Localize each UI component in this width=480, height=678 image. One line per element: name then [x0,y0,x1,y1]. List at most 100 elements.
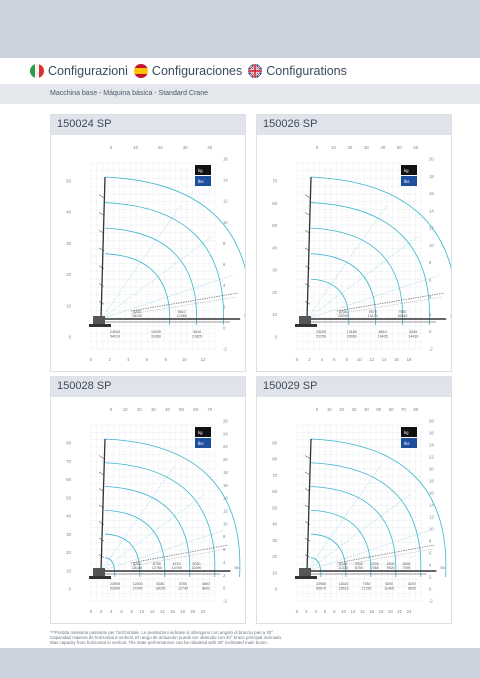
height-tick-label: 30 [272,538,277,543]
load-value-kg: 3200 [371,562,379,566]
height-tick-label: 0 [69,587,72,592]
reach-tick-label: 12 [150,609,155,614]
language-spanish: Configuraciones [133,64,243,78]
reach-tick-label: 20 [388,609,393,614]
scale-tick-label: 12 [429,226,434,231]
legend-kg-label: kg [404,168,409,173]
load-value-kg: 23900 [110,582,120,586]
load-value-kg: 24500 [110,330,120,334]
inclined-boom-chord [336,296,443,315]
reach-tick-label: 8 [164,357,167,362]
boom-segment [304,283,311,287]
language-english: Configurations [248,64,347,78]
reach-tick-label: 6 [146,357,149,362]
boom-segment [98,247,105,252]
inclined-boom-chord [130,548,227,567]
inclined-boom [130,292,239,312]
reach-tick-label: 8 [346,357,349,362]
subtitle-band [0,84,480,104]
reach-tick-label: 0 [90,609,93,614]
angle-ray [306,235,419,320]
reach-tick-label: 4 [127,357,130,362]
angle-ray [100,530,224,572]
height-tick-label: 0 [275,587,278,592]
scale-tick-label: 10 [429,527,434,532]
height-tick-label: 20 [272,554,277,559]
scale-tick-label: 2 [429,575,432,580]
scale-tick-label: 18 [429,174,434,179]
height-tick-label: 10 [272,570,277,575]
load-curve [310,227,403,326]
height-tick-label: 30 [66,532,71,537]
boom-segment [304,212,311,216]
footnote: ***Portata massima passante per l'orizzo… [50,630,450,646]
italy-flag-icon [30,64,44,78]
load-value-lbs: 18035 [155,587,165,591]
boom-segment [98,212,105,216]
scale-tick-label: 12 [223,509,228,514]
load-value-kg: 5200 [385,582,393,586]
scale-tick-label: 20 [223,457,228,462]
reach-tick-label: 10 [357,357,362,362]
angle-ray [306,275,440,320]
load-value-kg: 6710 [173,562,181,566]
angle-tick-label: 20 [137,407,142,412]
scale-tick-label: 2 [223,573,226,578]
angle-tick-label: 70 [401,407,406,412]
boom-segment [304,504,311,509]
scale-tick-label: 26 [429,431,434,436]
reach-tick-label: 6 [324,609,327,614]
boom-segment [98,488,105,492]
load-curve [104,533,141,578]
load-value-lbs: 18145 [132,566,142,570]
boom-segment [98,283,105,287]
angle-tick-label: 30 [352,407,357,412]
language-row: Configurazioni Configuraciones Configura… [0,58,480,84]
boom-segment [304,554,311,558]
crane-base [299,568,311,576]
load-value-kg: 5790 [153,562,161,566]
scale-tick-label: 16 [429,491,434,496]
height-tick-label: 60 [272,489,277,494]
height-tick-label: 50 [272,223,277,228]
scale-tick-label: 18 [223,470,228,475]
scale-tick-label: 6 [429,277,432,282]
legend-kg-swatch [401,165,417,175]
load-curve [310,278,350,326]
height-tick-label: 20 [272,290,277,295]
load-value-kg: 12400 [133,582,143,586]
reach-tick-label: 10 [182,357,187,362]
load-value-kg: 6545 [409,330,417,334]
boom-segment [304,488,311,492]
reach-tick-label: 14 [382,357,387,362]
load-curve [104,509,166,578]
load-value-kg: 5030 [193,562,201,566]
load-value-lbs: 12365 [177,314,187,318]
reach-tick-label: 8 [333,609,336,614]
card-header [51,377,245,397]
load-value-lbs: 21625 [192,335,202,339]
angle-tick-label: 20 [158,145,163,150]
load-value-lbs: 11330 [338,566,348,570]
load-value-lbs: 19290 [338,314,348,318]
legend-lbs-swatch [401,176,417,186]
load-value-lbs: 50670 [316,587,326,591]
load-curve [310,176,451,270]
angle-tick-label: 50 [376,407,381,412]
scale-tick-label: -2 [223,347,227,352]
scale-tick-label: 22 [429,455,434,460]
scale-tick-label: 14 [223,178,228,183]
load-value-kg: 22980 [316,582,326,586]
scale-tick-label: 8 [223,534,226,539]
angle-ray [306,530,430,572]
scale-tick-label: 18 [429,479,434,484]
scale-tick-label: 0 [429,587,432,592]
angle-tick-label: 60 [389,407,394,412]
height-tick-label: 60 [272,201,277,206]
angle-tick-label: 10 [331,145,336,150]
language-label: Configuraciones [151,64,243,78]
reach-tick-label: 16 [394,357,399,362]
load-value-lbs: 31060 [151,335,161,339]
angle-tick-label: 10 [133,145,138,150]
